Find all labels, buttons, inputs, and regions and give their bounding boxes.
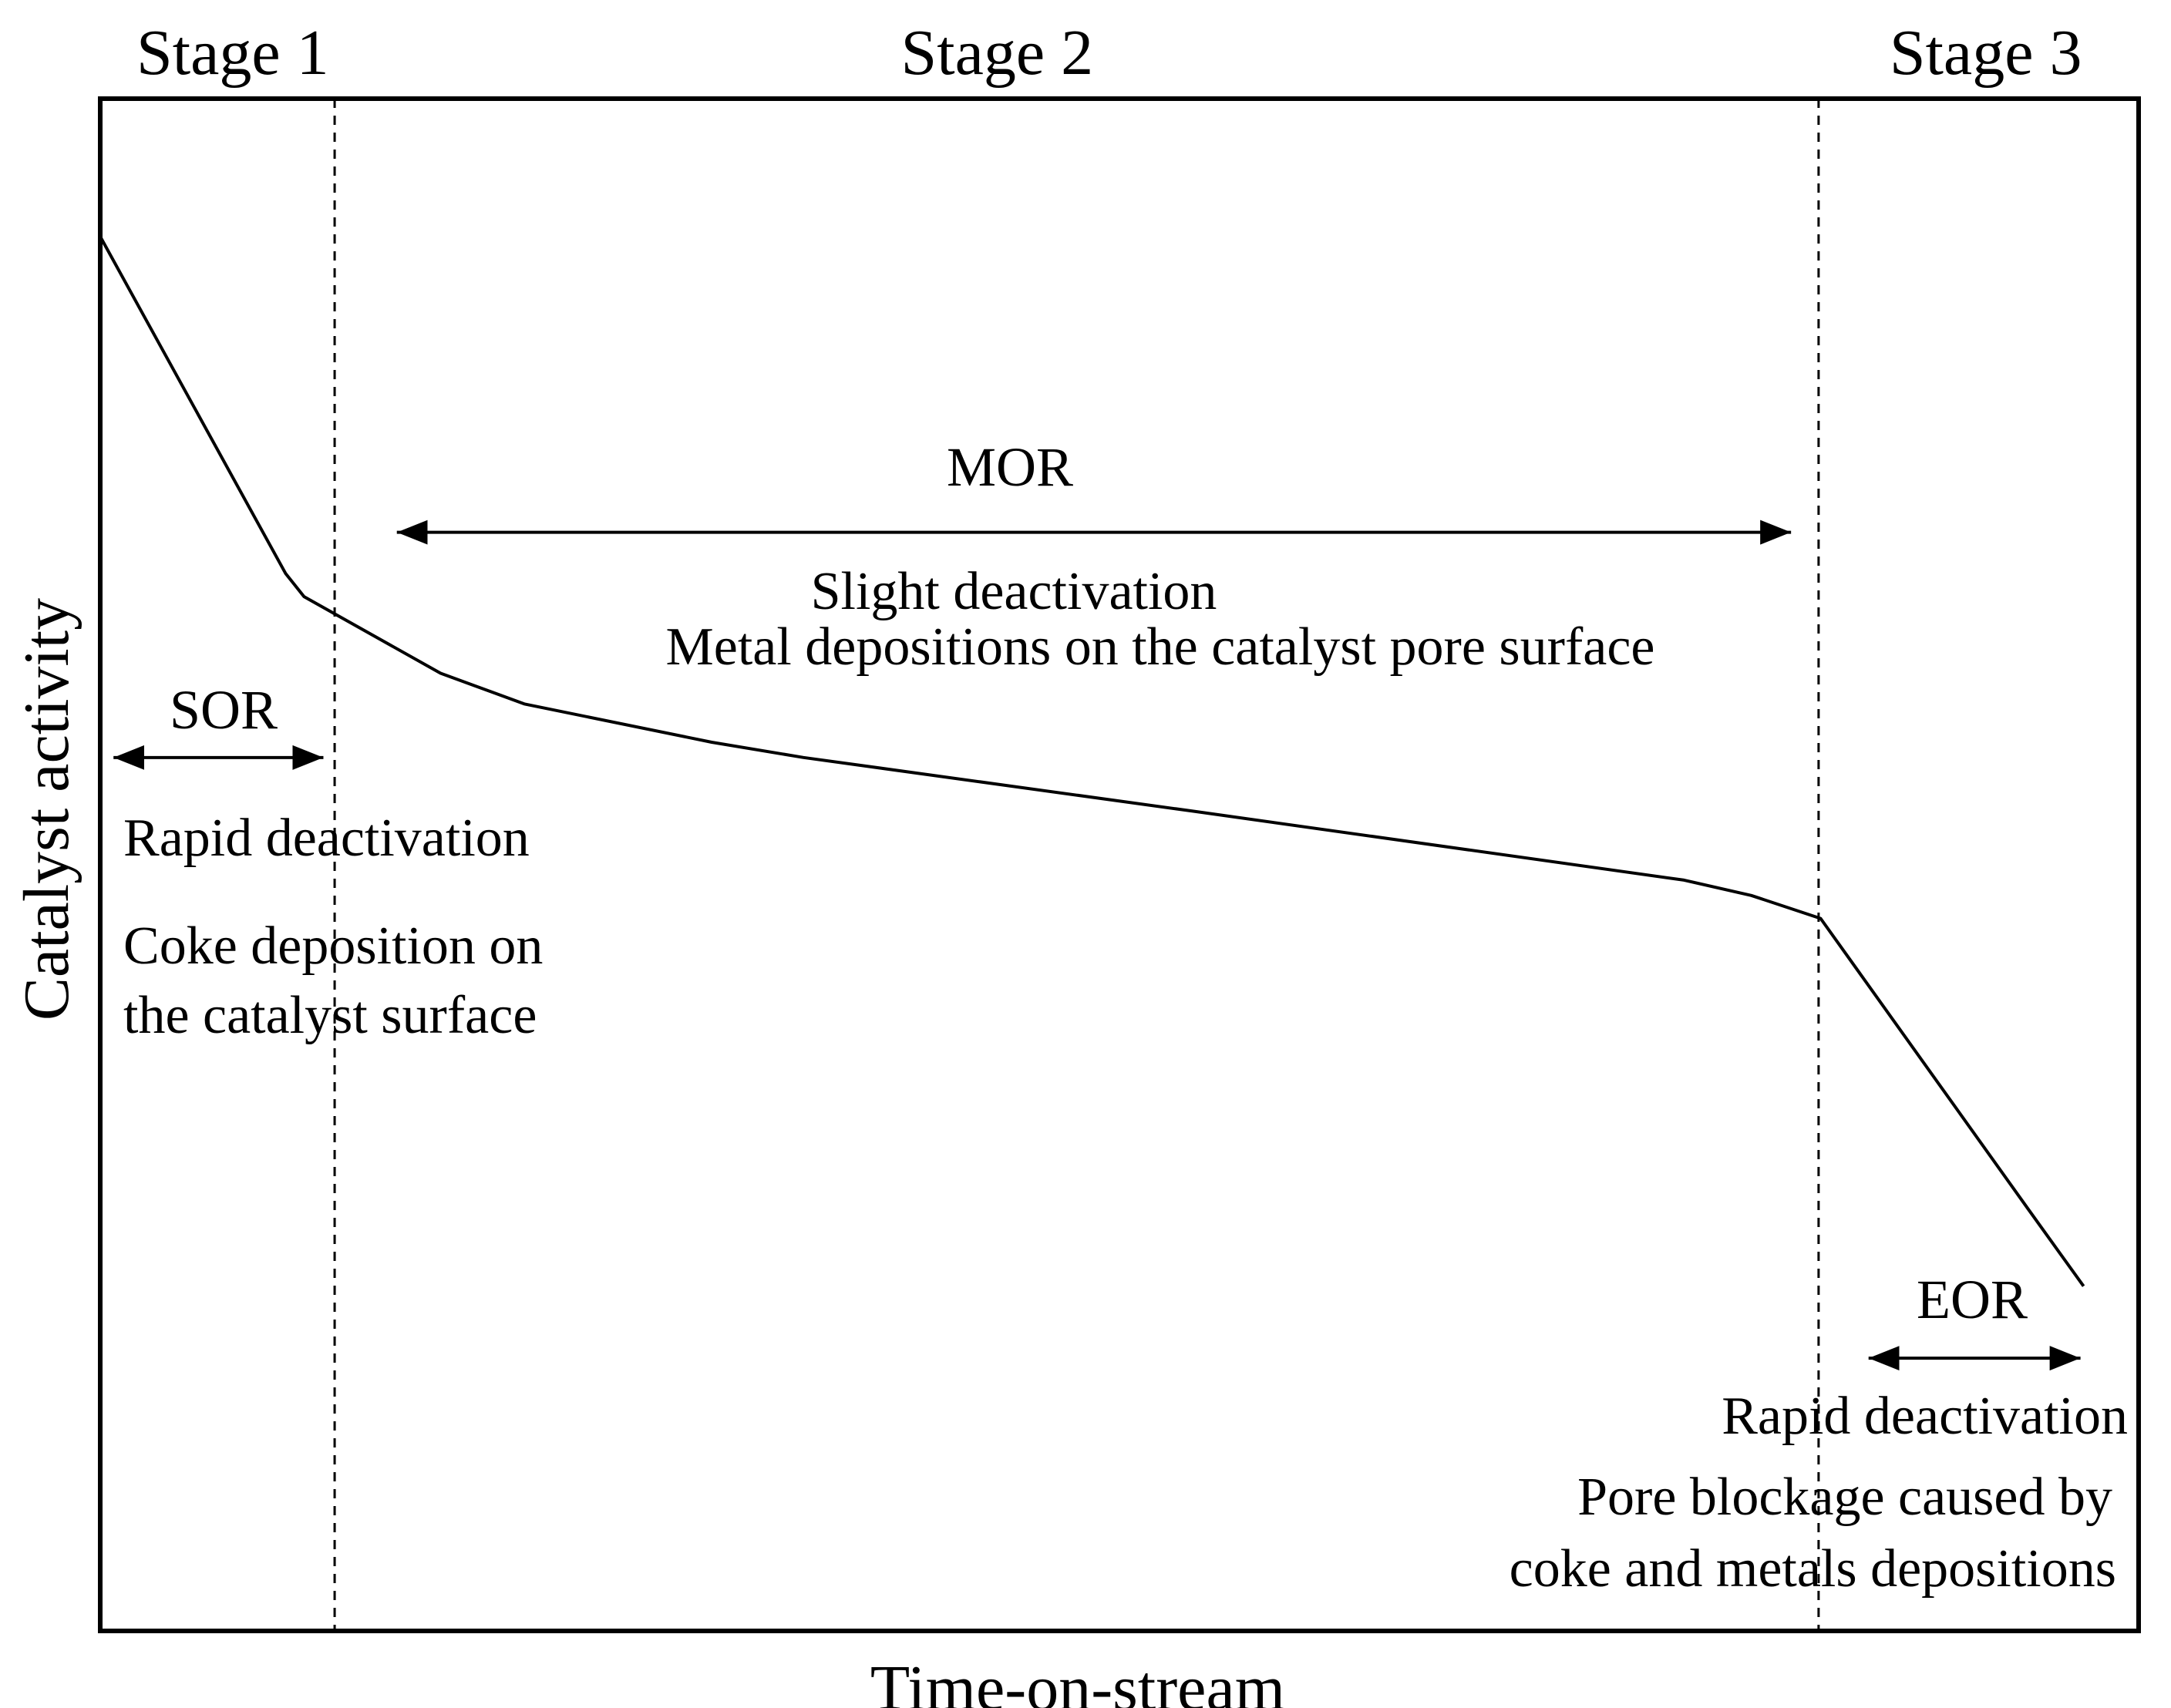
plot-frame: [98, 96, 2141, 1633]
sor-note-1: Rapid deactivation: [123, 809, 530, 868]
eor-note-1: Rapid deactivation: [1722, 1387, 2128, 1446]
sor-note-2: Coke deposition on: [123, 916, 543, 976]
eor-note-2: Pore blockage caused by: [1577, 1468, 2112, 1527]
mor-note-1: Slight deactivation: [811, 562, 1217, 621]
sor-label: SOR: [170, 679, 278, 741]
stage-label-3: Stage 3: [1890, 17, 2082, 89]
eor-label: EOR: [1917, 1269, 2028, 1330]
eor-note-3: coke and metals depositions: [1510, 1539, 2116, 1599]
mor-label: MOR: [947, 436, 1073, 498]
x-axis-title: Time-on-stream: [870, 1653, 1285, 1708]
mor-note-2: Metal depositions on the catalyst pore s…: [666, 617, 1655, 677]
stage-label-2: Stage 2: [901, 17, 1094, 89]
y-axis-title: Catalyst activity: [11, 598, 82, 1020]
series-line-catalyst-activity: [99, 235, 2085, 1287]
sor-note-3: the catalyst surface: [123, 986, 537, 1045]
stage-label-1: Stage 1: [136, 17, 329, 89]
